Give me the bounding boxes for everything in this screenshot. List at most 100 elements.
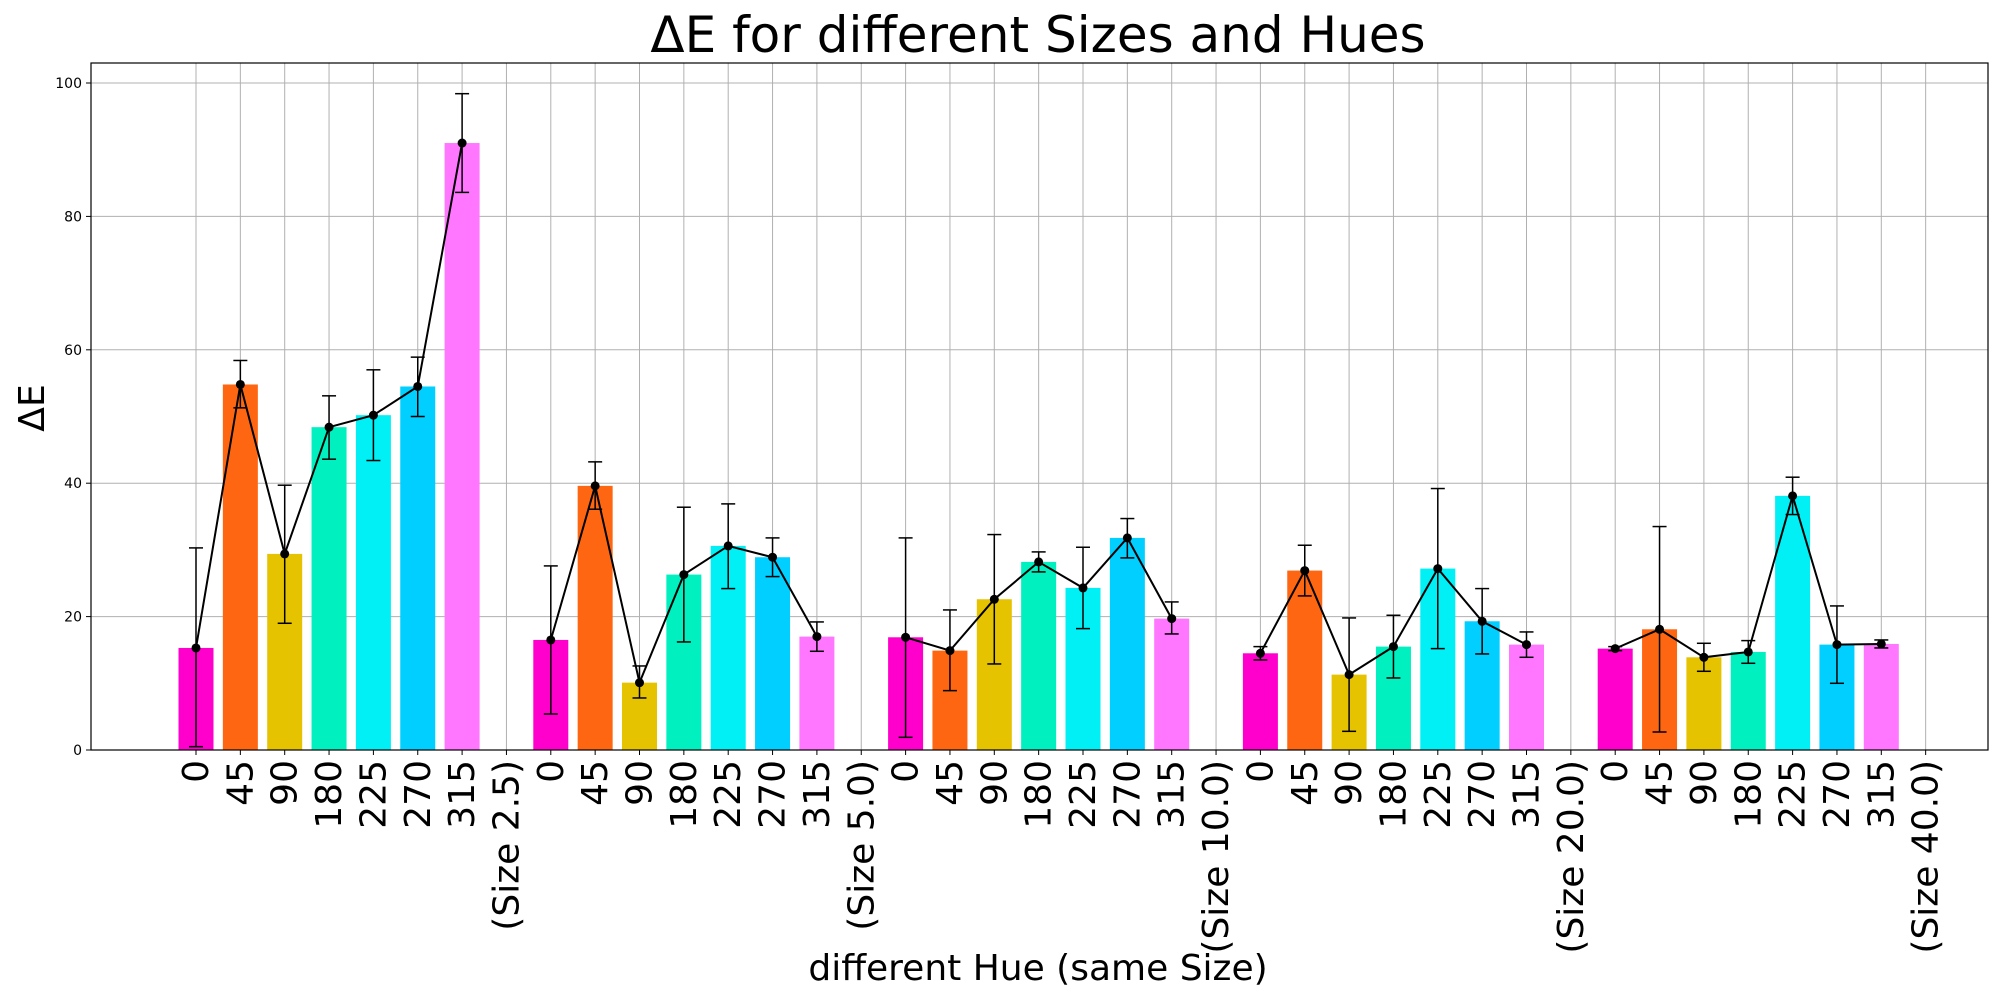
x-tick-label: 180: [1373, 760, 1414, 829]
x-tick-label: 180: [664, 760, 705, 829]
x-tick-label: 315: [1152, 760, 1193, 829]
x-tick-label: 180: [1019, 760, 1060, 829]
y-tick-label: 80: [64, 209, 82, 225]
mean-point: [1078, 583, 1088, 593]
bar: [444, 143, 480, 751]
bar: [1021, 561, 1057, 750]
mean-point: [546, 635, 556, 645]
mean-point: [1433, 564, 1443, 574]
x-tick-label: 225: [1773, 760, 1814, 829]
mean-point: [1034, 557, 1044, 567]
bar: [755, 557, 791, 750]
y-tick-label: 20: [64, 610, 82, 626]
x-tick-label: 180: [1728, 760, 1769, 829]
mean-point: [679, 570, 689, 580]
mean-point: [1300, 566, 1310, 576]
bar: [1863, 643, 1899, 750]
plot-frame: [90, 62, 1989, 751]
x-tick-label: 315: [1861, 760, 1902, 829]
x-tick-label: (Size 5.0): [841, 760, 882, 931]
x-tick-label: 270: [1107, 760, 1148, 829]
mean-point: [191, 643, 201, 653]
x-tick-label: 315: [1507, 760, 1548, 829]
x-tick-label: 0: [1240, 760, 1281, 783]
mean-point: [324, 422, 334, 432]
x-tick-label: (Size 10.0): [1196, 760, 1237, 954]
mean-point: [723, 541, 733, 551]
bar: [1154, 618, 1190, 750]
x-tick-label: 180: [309, 760, 350, 829]
x-tick-label: 270: [398, 760, 439, 829]
mean-point: [768, 552, 778, 562]
bar: [1109, 537, 1145, 750]
x-tick-label: 90: [1684, 760, 1725, 806]
mean-point: [1122, 533, 1132, 543]
x-tick-label: 270: [1817, 760, 1858, 829]
mean-lines: [191, 138, 1886, 688]
mean-point: [1477, 616, 1487, 626]
x-tick-label: (Size 2.5): [486, 760, 527, 931]
y-tick-label: 60: [64, 343, 82, 359]
x-tick-label: 0: [531, 760, 572, 783]
y-tick-label: 40: [64, 476, 82, 492]
mean-point: [235, 379, 245, 389]
x-tick-label: (Size 20.0): [1551, 760, 1592, 954]
mean-point: [1788, 491, 1798, 501]
x-tick-label: 45: [575, 760, 616, 806]
x-tick-label: 45: [1640, 760, 1681, 806]
bar: [400, 386, 436, 750]
mean-point: [1255, 648, 1265, 658]
mean-point: [901, 632, 911, 642]
x-tick-label: 315: [797, 760, 838, 829]
mean-point: [1388, 642, 1398, 652]
mean-point: [635, 678, 644, 688]
x-tick-label: 45: [1285, 760, 1326, 806]
mean-point: [1655, 624, 1665, 634]
x-tick-label: 270: [753, 760, 794, 829]
bar: [1597, 648, 1633, 750]
mean-point: [1344, 670, 1354, 680]
mean-point: [1610, 644, 1620, 654]
x-tick-label: 0: [176, 760, 217, 783]
mean-point: [590, 481, 600, 491]
mean-point: [368, 410, 378, 420]
mean-point: [1876, 639, 1886, 649]
mean-point: [1167, 614, 1177, 624]
bar: [311, 427, 347, 750]
x-tick-label: (Size 40.0): [1906, 760, 1947, 954]
mean-point: [1699, 652, 1709, 662]
mean-point: [1522, 640, 1531, 650]
x-tick-label: 45: [220, 760, 261, 806]
x-tick-label: 315: [442, 760, 483, 829]
x-tick-label: 225: [353, 760, 394, 829]
mean-point: [945, 646, 955, 656]
x-tick-label: 90: [974, 760, 1015, 806]
bar: [355, 415, 391, 750]
x-axis-label: different Hue (same Size): [808, 948, 1267, 989]
chart-title: ΔE for different Sizes and Hues: [650, 6, 1425, 64]
x-tick-label: 0: [886, 760, 927, 783]
x-tick-label: 270: [1462, 760, 1503, 829]
y-tick-label: 100: [55, 76, 82, 92]
x-tick-label: 0: [1595, 760, 1636, 783]
mean-point: [457, 138, 467, 148]
y-tick-label: 0: [73, 743, 82, 759]
bar: [1730, 651, 1766, 750]
x-tick-label: 90: [620, 760, 661, 806]
mean-point: [1743, 647, 1753, 657]
x-tick-label: 90: [1329, 760, 1370, 806]
x-tick-label: 225: [1063, 760, 1104, 829]
bar: [1509, 644, 1544, 750]
x-tick-label: 225: [708, 760, 749, 829]
y-axis-label: ΔE: [12, 384, 53, 431]
x-tick-label: 45: [930, 760, 971, 806]
mean-point: [812, 632, 822, 642]
bar: [222, 384, 258, 750]
mean-point: [989, 594, 999, 604]
bar: [1686, 657, 1722, 750]
mean-point: [1832, 640, 1842, 650]
x-tick-label: 90: [265, 760, 306, 806]
